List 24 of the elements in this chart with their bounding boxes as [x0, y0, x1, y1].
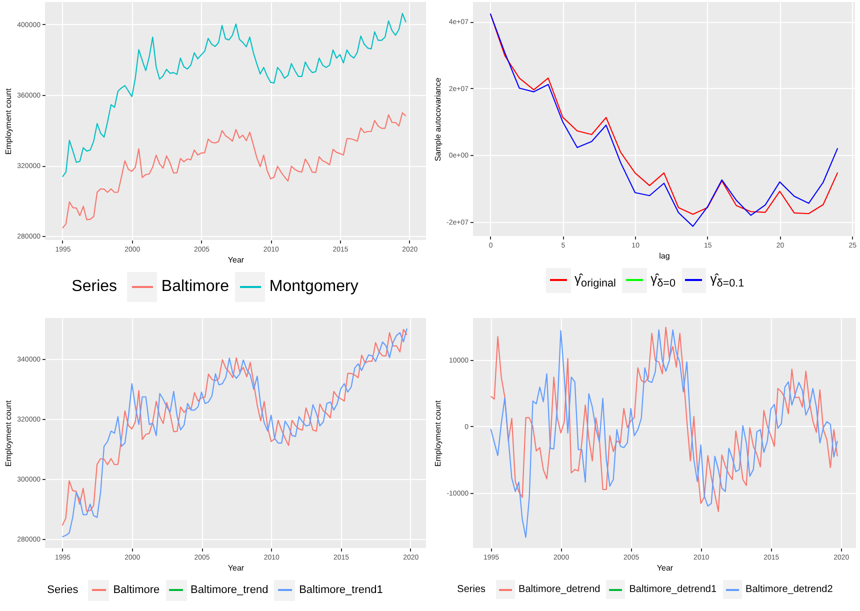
- legend-label: Baltimore_detrend2: [746, 584, 833, 595]
- y-axis-title: Sample autocovariance: [434, 77, 443, 162]
- legend-label: Montgomery: [269, 278, 358, 296]
- legend-label: Baltimore: [161, 278, 229, 296]
- y-axis-title: Employment count: [4, 88, 14, 155]
- x-axis-title: Year: [656, 564, 674, 572]
- x-axis-title: lag: [659, 252, 670, 260]
- line-series: [62, 112, 406, 229]
- legend-label: Baltimore_trend: [190, 584, 268, 596]
- legend-label: Baltimore_detrend: [518, 584, 600, 595]
- legend-label: γ̂$_{δ=0}$: [650, 271, 676, 290]
- legend-label: γ̂$_{δ=0.1}$: [710, 271, 744, 290]
- x-axis-title: Year: [228, 564, 244, 572]
- x-axis-title: Year: [228, 256, 244, 264]
- y-axis-title: Employment count: [434, 400, 443, 467]
- legend-label: γ̂$_{original}$: [574, 271, 616, 290]
- legend-label: Baltimore: [113, 584, 160, 596]
- legend-label: Baltimore_trend1: [299, 584, 383, 596]
- legend-label: Baltimore_detrend1: [629, 584, 717, 595]
- legend-title: Series: [457, 584, 486, 595]
- legend-title: Series: [72, 278, 118, 296]
- y-axis-title: Employment count: [4, 400, 14, 467]
- legend-title: Series: [47, 584, 78, 596]
- line-series: [62, 12, 406, 178]
